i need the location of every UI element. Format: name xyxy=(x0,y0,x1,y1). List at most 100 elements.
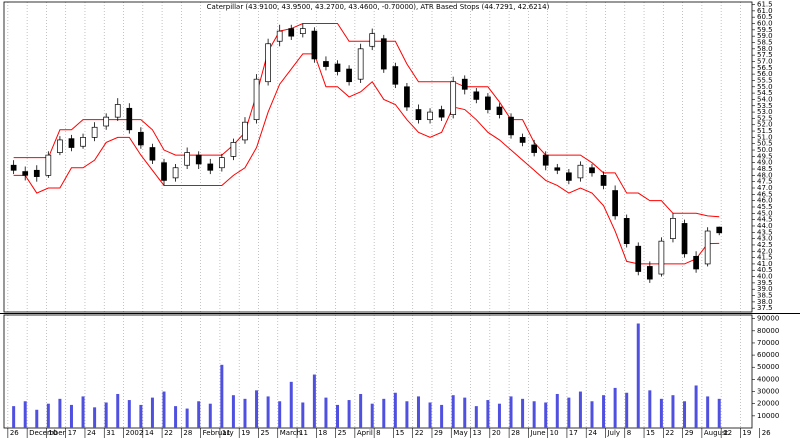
volume-bar xyxy=(659,398,663,428)
x-tick-label: 10 xyxy=(550,429,559,437)
y-tick-label: 48.5 xyxy=(757,165,773,173)
volume-bar xyxy=(544,402,548,428)
x-tick-label: 28 xyxy=(511,429,520,437)
volume-tick-label: 70000 xyxy=(757,339,779,347)
x-tick-label: 24 xyxy=(87,429,96,437)
volume-bar xyxy=(174,406,178,428)
y-tick-label: 39.5 xyxy=(757,279,773,287)
x-tick-label: 28 xyxy=(183,429,192,437)
candle-body xyxy=(299,28,306,34)
x-tick-label: August xyxy=(704,429,729,437)
volume-bar xyxy=(231,395,235,428)
volume-bar xyxy=(197,401,201,428)
x-tick-label: 19 xyxy=(742,429,751,437)
x-tick-label: 19 xyxy=(241,429,250,437)
y-tick-label: 40.5 xyxy=(757,266,773,274)
volume-bar xyxy=(289,381,293,428)
y-tick-label: 44.5 xyxy=(757,216,773,224)
volume-bar xyxy=(93,407,97,428)
candle-body xyxy=(519,137,526,143)
volume-bar xyxy=(555,393,559,428)
x-tick-label: 22 xyxy=(415,429,424,437)
candle-body xyxy=(57,139,63,153)
y-tick-label: 40.0 xyxy=(757,273,773,281)
volume-tick-label: 60000 xyxy=(757,351,779,359)
x-tick-label: 11 xyxy=(299,429,308,437)
volume-bar xyxy=(717,398,721,428)
x-tick-label: 15 xyxy=(395,429,404,437)
volume-bar xyxy=(532,401,536,428)
candle-body xyxy=(265,43,271,83)
volume-tick-label: 90000 xyxy=(757,315,779,323)
candle-body xyxy=(635,245,642,272)
x-tick-label: 10 xyxy=(48,429,57,437)
volume-bar xyxy=(602,395,606,428)
x-tick-label: 31 xyxy=(106,429,115,437)
x-tick-label: 13 xyxy=(473,429,482,437)
candle-body xyxy=(253,78,260,121)
candle-body xyxy=(184,152,190,166)
candle-body xyxy=(404,86,410,108)
candle-body xyxy=(658,240,665,275)
volume-bar xyxy=(255,390,259,428)
y-tick-label: 56.5 xyxy=(757,64,773,72)
y-tick-label: 38.0 xyxy=(757,298,773,306)
y-tick-label: 61.0 xyxy=(757,7,773,15)
y-tick-label: 52.5 xyxy=(757,114,773,122)
volume-bar xyxy=(706,396,710,428)
x-tick-label: May xyxy=(453,429,467,437)
volume-bar xyxy=(694,385,698,428)
chart-title: Caterpillar (43.9100, 43.9500, 43.2700, … xyxy=(207,3,550,11)
y-tick-label: 46.0 xyxy=(757,197,773,205)
candle-body xyxy=(485,96,491,110)
x-tick-label: 22 xyxy=(665,429,674,437)
candle-body xyxy=(357,48,364,80)
candle-body xyxy=(542,154,549,166)
volume-bar xyxy=(497,403,501,428)
candle-body xyxy=(623,218,630,245)
y-tick-label: 55.5 xyxy=(757,76,773,84)
x-tick-label: 24 xyxy=(588,429,597,437)
y-tick-label: 53.5 xyxy=(757,102,773,110)
volume-bar xyxy=(46,403,50,428)
y-tick-label: 56.0 xyxy=(757,70,773,78)
volume-bar xyxy=(451,395,455,428)
volume-bar xyxy=(185,408,189,428)
x-tick-label: 29 xyxy=(685,429,694,437)
candle-body xyxy=(693,255,699,270)
volume-bar xyxy=(393,392,397,428)
volume-bar xyxy=(590,401,594,428)
y-tick-label: 59.5 xyxy=(757,26,773,34)
volume-tick-label: 30000 xyxy=(757,388,779,396)
volume-bar xyxy=(578,391,582,428)
volume-bar xyxy=(69,404,73,428)
candle-body xyxy=(288,28,295,37)
candle-body xyxy=(589,167,595,174)
volume-bar xyxy=(220,364,224,428)
volume-bar xyxy=(127,400,131,428)
x-tick-label: 12 xyxy=(723,429,732,437)
candle-body xyxy=(138,131,144,146)
candle-body xyxy=(670,218,676,239)
volume-bar xyxy=(683,401,687,428)
candle-body xyxy=(369,33,376,47)
volume-bar xyxy=(428,402,432,428)
candle-body xyxy=(80,137,86,147)
x-tick-label: 14 xyxy=(145,429,154,437)
y-tick-label: 50.0 xyxy=(757,146,773,154)
y-tick-label: 59.0 xyxy=(757,32,773,40)
x-tick-label: 25 xyxy=(338,429,347,437)
x-tick-label: 29 xyxy=(434,429,443,437)
x-tick-label: 17 xyxy=(68,429,77,437)
candle-body xyxy=(496,106,503,115)
y-tick-label: 41.5 xyxy=(757,254,773,262)
candle-body xyxy=(114,104,121,118)
candle-body xyxy=(161,162,167,181)
x-tick-label: 22 xyxy=(164,429,173,437)
candle-body xyxy=(230,142,237,157)
y-tick-label: 53.0 xyxy=(757,108,773,116)
volume-bar xyxy=(347,400,351,428)
x-tick-label: 8 xyxy=(627,429,631,437)
volume-bar xyxy=(463,397,467,428)
